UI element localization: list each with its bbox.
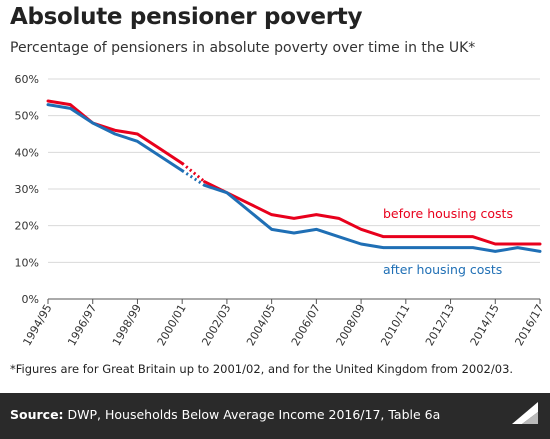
data-point <box>539 250 542 253</box>
data-point <box>203 184 206 187</box>
x-tick-label: 2008/09 <box>334 302 368 348</box>
series-break-before <box>181 162 206 183</box>
series-line-after-gb <box>46 103 184 173</box>
data-point <box>248 210 251 213</box>
y-tick-label: 0% <box>22 293 39 306</box>
x-tick-label: 1998/99 <box>110 302 144 348</box>
data-point <box>47 103 50 106</box>
x-tick-label: 2016/17 <box>512 302 546 348</box>
x-tick-label: 2000/01 <box>155 302 189 348</box>
line-chart: 0% 10% 20% 30% 40% 50% 60% 1994/95 1996/97 1998/… <box>15 73 547 348</box>
data-point <box>270 213 273 216</box>
chart-subtitle: Percentage of pensioners in absolute pov… <box>10 40 476 56</box>
data-point <box>382 235 385 238</box>
x-tick-label: 1994/95 <box>20 302 54 348</box>
source-label: Source: <box>10 407 64 422</box>
data-point <box>427 246 430 249</box>
data-point <box>181 162 184 165</box>
data-point <box>427 235 430 238</box>
series-label-after: after housing costs <box>383 262 502 277</box>
data-point <box>203 180 206 183</box>
data-point <box>136 133 139 136</box>
source-bar: Source: DWP, Households Below Average In… <box>0 393 550 439</box>
y-tick-label: 60% <box>15 73 39 86</box>
x-tick-label: 1996/97 <box>65 302 99 348</box>
data-point <box>136 140 139 143</box>
data-point <box>114 129 117 132</box>
data-point <box>404 235 407 238</box>
series-line-after-uk <box>203 183 542 253</box>
series-break-after <box>181 169 206 187</box>
data-point <box>315 213 318 216</box>
data-point <box>404 246 407 249</box>
data-point <box>315 228 318 231</box>
data-point <box>69 107 72 110</box>
x-tick-label: 2006/07 <box>289 302 323 348</box>
data-point <box>69 103 72 106</box>
data-point <box>47 100 50 103</box>
y-tick-label: 30% <box>15 183 39 196</box>
data-point <box>337 217 340 220</box>
data-point <box>471 246 474 249</box>
series-lines <box>46 99 542 253</box>
source-value: DWP, Households Below Average Income 201… <box>67 407 441 422</box>
data-point <box>494 243 497 246</box>
series-label-before: before housing costs <box>383 206 513 221</box>
data-point <box>360 243 363 246</box>
data-point <box>516 246 519 249</box>
series-line-before-gb <box>46 99 184 165</box>
y-grid <box>48 78 540 300</box>
x-tick-label: 2014/15 <box>468 302 502 348</box>
source-text: Source: DWP, Households Below Average In… <box>10 407 440 422</box>
x-tick-label: 2002/03 <box>199 302 233 348</box>
data-point <box>158 147 161 150</box>
y-tick-label: 50% <box>15 110 39 123</box>
data-point <box>181 169 184 172</box>
x-tick-label: 2010/11 <box>378 302 412 348</box>
data-point <box>270 228 273 231</box>
y-tick-labels: 0% 10% 20% 30% 40% 50% 60% <box>15 73 39 306</box>
data-point <box>516 243 519 246</box>
full-fact-logo-icon <box>512 402 538 424</box>
data-point <box>293 232 296 235</box>
data-point <box>539 243 542 246</box>
data-point <box>449 235 452 238</box>
data-point <box>337 235 340 238</box>
data-point <box>114 133 117 136</box>
x-tick-label: 2004/05 <box>244 302 278 348</box>
y-tick-label: 20% <box>15 220 39 233</box>
footnote: *Figures are for Great Britain up to 200… <box>10 362 514 376</box>
y-tick-label: 40% <box>15 146 39 159</box>
data-point <box>471 235 474 238</box>
series-line-before-uk <box>203 180 542 246</box>
x-tick-label: 2012/13 <box>423 302 457 348</box>
y-tick-label: 10% <box>15 256 39 269</box>
data-point <box>225 191 228 194</box>
data-point <box>494 250 497 253</box>
x-axis: 1994/95 1996/97 1998/99 2000/01 2002/03 2004/… <box>20 299 547 348</box>
data-point <box>91 122 94 125</box>
data-point <box>449 246 452 249</box>
data-point <box>360 228 363 231</box>
data-point <box>158 155 161 158</box>
data-point <box>248 202 251 205</box>
chart-title: Absolute pensioner poverty <box>10 4 363 30</box>
data-point <box>382 246 385 249</box>
data-point <box>293 217 296 220</box>
